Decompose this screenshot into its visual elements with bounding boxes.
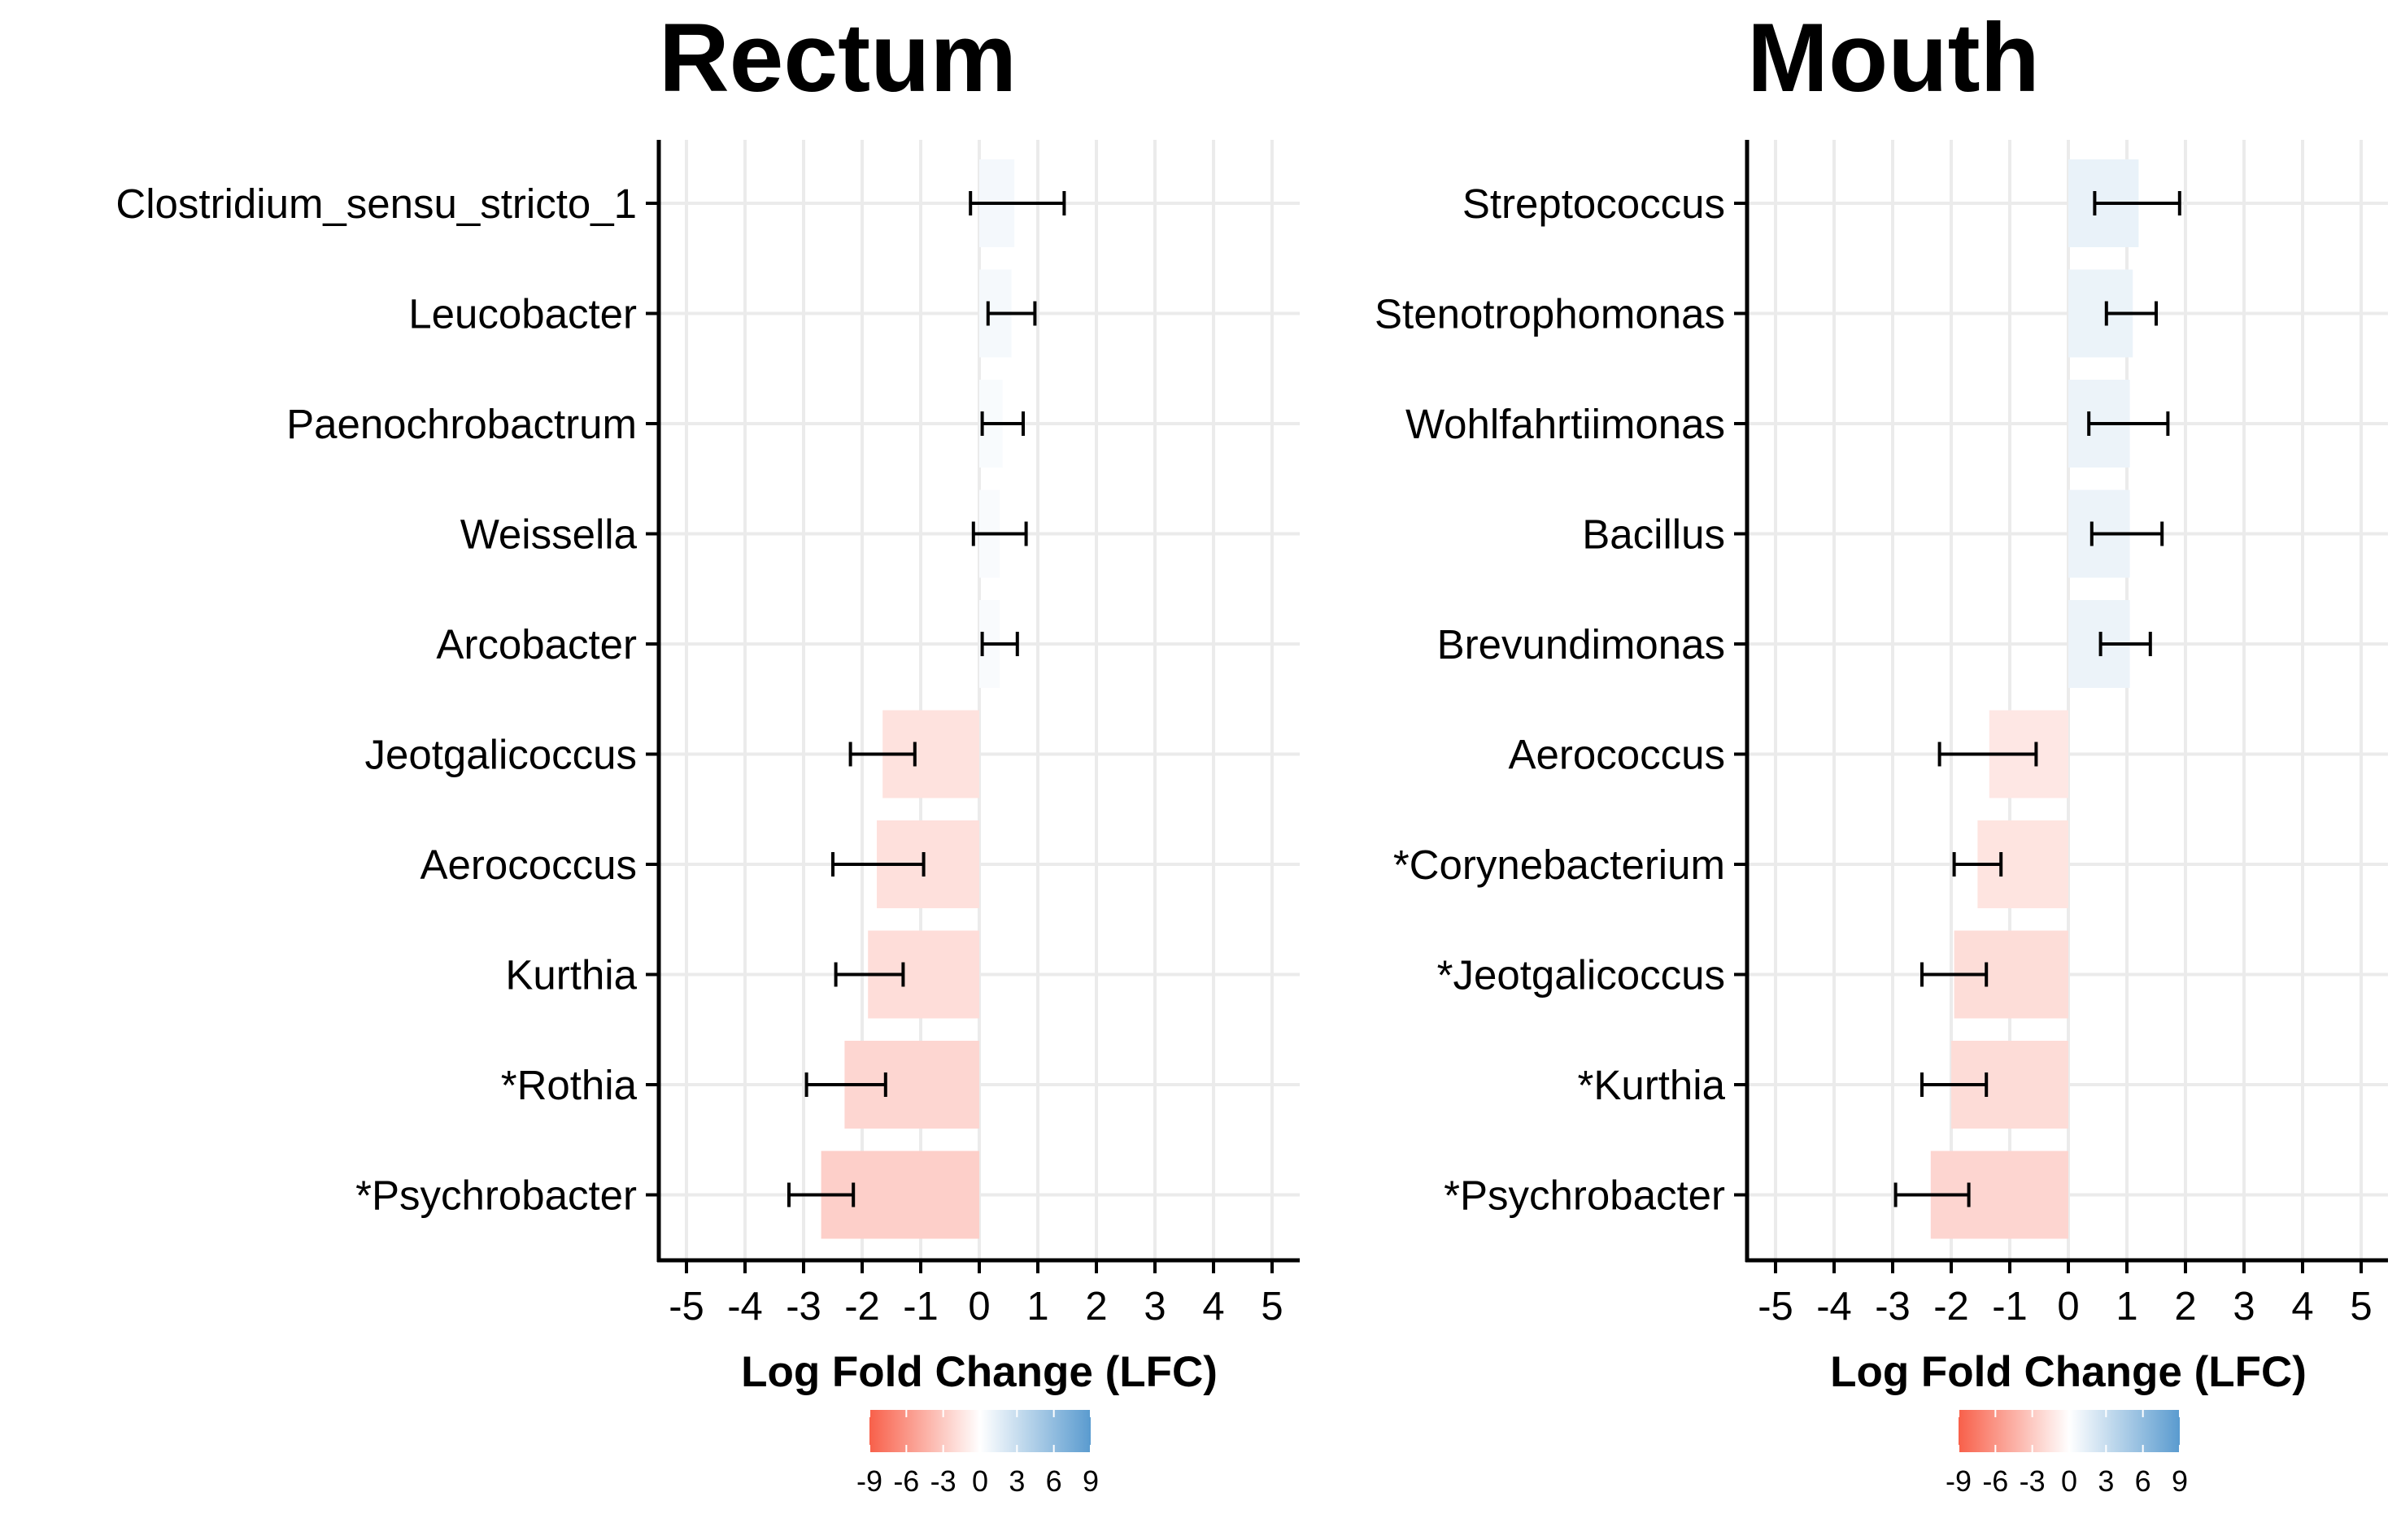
category-label: Weissella [460, 511, 638, 558]
category-label: *Kurthia [1578, 1062, 1726, 1108]
colorbar-tick-label: 9 [2172, 1464, 2188, 1498]
x-tick-label: 1 [2116, 1285, 2137, 1329]
colorbar-tick-label: -6 [1982, 1464, 2008, 1498]
x-tick-label: -3 [1875, 1285, 1911, 1329]
colorbar-tick-label: -3 [2020, 1464, 2046, 1498]
x-tick-label: -5 [669, 1285, 704, 1329]
x-tick-label: 2 [1085, 1285, 1107, 1329]
category-label: Streptococcus [1462, 181, 1725, 227]
colorbar-tick-label: -9 [856, 1464, 882, 1498]
x-tick-label: -3 [786, 1285, 821, 1329]
category-label: Brevundimonas [1437, 621, 1725, 668]
category-label: Paenochrobactrum [286, 401, 637, 447]
x-tick-label: 3 [1144, 1285, 1166, 1329]
colorbar-tick-label: 3 [1009, 1464, 1025, 1498]
colorbar-tick-label: 0 [2061, 1464, 2077, 1498]
x-tick-label: 0 [2057, 1285, 2079, 1329]
x-tick-label: 2 [2174, 1285, 2196, 1329]
colorbar-tick-label: -6 [893, 1464, 919, 1498]
x-tick-label: 3 [2233, 1285, 2255, 1329]
category-label: *Psychrobacter [355, 1172, 637, 1219]
x-tick-label: -5 [1758, 1285, 1793, 1329]
chart-panel-rectum: Clostridium_sensu_stricto_1 Leucobacter Pa… [115, 3, 1300, 1498]
category-label: Jeotgalicoccus [364, 732, 637, 778]
x-tick-label: -1 [903, 1285, 939, 1329]
category-label: *Psychrobacter [1444, 1172, 1725, 1219]
category-label: Bacillus [1582, 511, 1725, 558]
category-label: Kurthia [505, 952, 637, 998]
colorbar-tick-label: 6 [1046, 1464, 1062, 1498]
category-label: Aerococcus [1509, 732, 1725, 778]
category-label: Stenotrophomonas [1375, 291, 1725, 337]
x-tick-label: -4 [727, 1285, 763, 1329]
x-tick-label: -1 [1992, 1285, 2028, 1329]
colorbar-tick-label: -9 [1946, 1464, 1972, 1498]
x-axis-title: Log Fold Change (LFC) [741, 1348, 1218, 1396]
x-tick-label: -2 [1933, 1285, 1969, 1329]
chart-panel-mouth: Streptococcus Stenotrophomonas Wohlfahrtii… [1375, 3, 2388, 1498]
category-label: Wohlfahrtiimonas [1405, 401, 1725, 447]
x-tick-label: 1 [1026, 1285, 1048, 1329]
x-axis-title: Log Fold Change (LFC) [1830, 1348, 2307, 1396]
category-label: *Corynebacterium [1393, 842, 1725, 888]
colorbar-tick-label: -3 [930, 1464, 956, 1498]
category-label: *Rothia [501, 1062, 638, 1108]
colorbar-tick-label: 3 [2098, 1464, 2114, 1498]
panel-title: Mouth [1747, 3, 2040, 112]
x-tick-label: 5 [2350, 1285, 2372, 1329]
x-tick-label: 4 [2291, 1285, 2313, 1329]
category-label: Aerococcus [421, 842, 637, 888]
category-label: *Jeotgalicoccus [1437, 952, 1725, 998]
x-tick-label: 0 [968, 1285, 990, 1329]
x-tick-label: -2 [844, 1285, 880, 1329]
category-label: Leucobacter [408, 291, 637, 337]
colorbar-tick-label: 6 [2135, 1464, 2151, 1498]
x-tick-label: -4 [1816, 1285, 1852, 1329]
x-tick-label: 4 [1202, 1285, 1224, 1329]
panel-title: Rectum [659, 3, 1017, 112]
category-label: Arcobacter [436, 621, 637, 668]
category-label: Clostridium_sensu_stricto_1 [115, 181, 637, 227]
colorbar-tick-label: 0 [972, 1464, 988, 1498]
colorbar-tick-label: 9 [1083, 1464, 1099, 1498]
x-tick-label: 5 [1261, 1285, 1283, 1329]
